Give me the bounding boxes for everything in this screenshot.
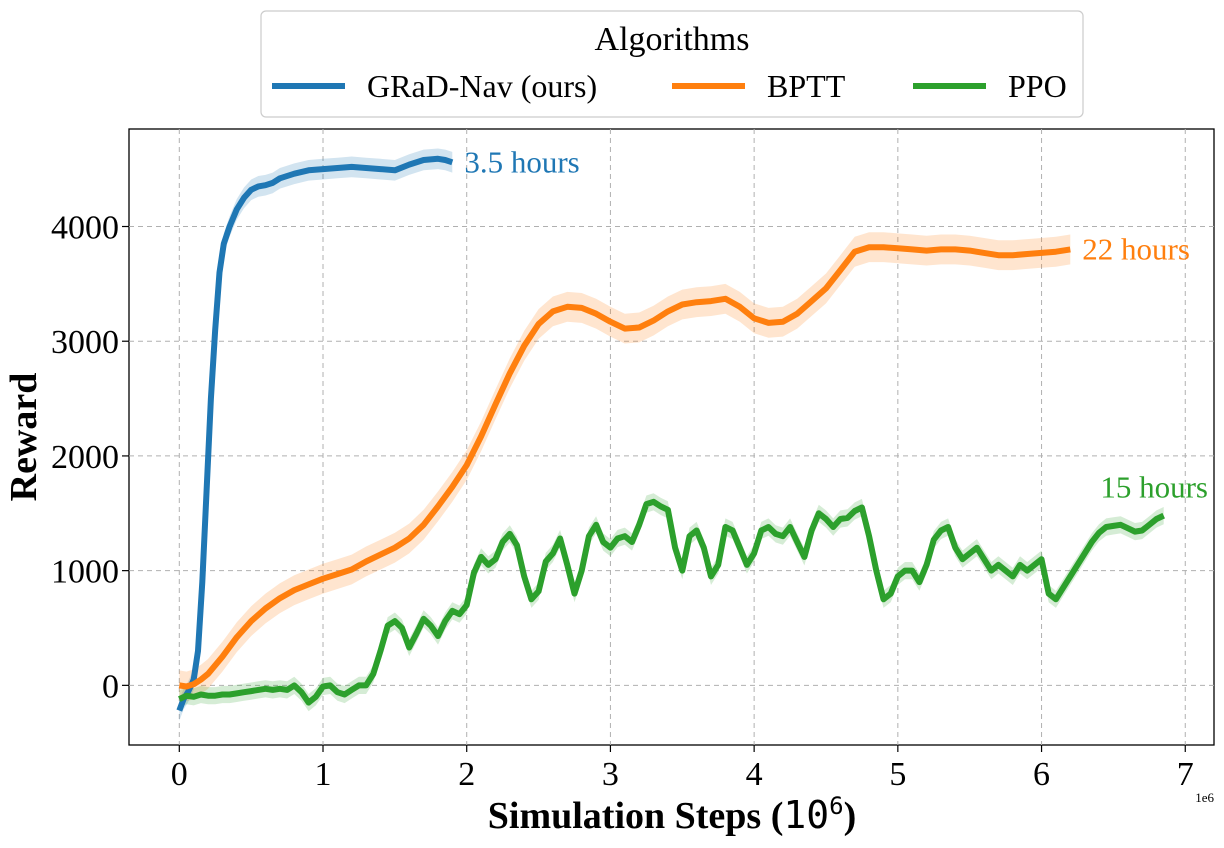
bptt-confidence-band	[179, 232, 1071, 702]
ppo-duration-annotation: 15 hours	[1100, 470, 1208, 505]
legend-items: GRaD-Nav (ours) BPTT PPO	[272, 68, 1067, 104]
grid-lines	[129, 129, 1214, 745]
legend-box	[260, 10, 1084, 118]
legend: Algorithms GRaD-Nav (ours) BPTT PPO	[260, 10, 1084, 118]
plot-area-frame	[128, 128, 1215, 746]
x-axis-offset-label: 1e6	[1195, 790, 1214, 805]
series-lines	[176, 155, 1165, 712]
series-annotations: 3.5 hours 22 hours 15 hours	[464, 144, 1208, 504]
legend-label-bptt: BPTT	[767, 68, 846, 104]
confidence-bands	[179, 148, 1164, 721]
x-tick-label: 2	[458, 756, 475, 793]
legend-label-grad-nav-ours: GRaD-Nav (ours)	[367, 68, 597, 104]
bptt-duration-annotation: 22 hours	[1082, 231, 1190, 266]
x-tick-label: 4	[746, 756, 763, 793]
grad-nav-ours-line	[176, 155, 454, 712]
ppo-line	[178, 498, 1165, 706]
grad-nav-ours-duration-annotation: 3.5 hours	[464, 144, 579, 179]
y-tick-label: 3000	[51, 324, 119, 361]
y-axis-title: Reward	[3, 373, 45, 502]
y-axis-ticks: 0 1000 2000 3000 4000	[51, 210, 129, 705]
x-tick-label: 1	[315, 756, 332, 793]
x-tick-label: 7	[1177, 756, 1194, 793]
x-tick-label: 5	[889, 756, 906, 793]
y-tick-label: 0	[102, 668, 119, 705]
y-tick-label: 4000	[51, 210, 119, 247]
x-axis-title: Simulation Steps (106)	[488, 792, 857, 837]
legend-title: Algorithms	[595, 21, 750, 58]
bptt-line	[178, 244, 1071, 690]
x-tick-label: 6	[1033, 756, 1050, 793]
x-tick-label: 0	[171, 756, 188, 793]
x-axis-ticks: 0 1 2 3 4 5 6 7	[171, 745, 1194, 793]
y-tick-label: 1000	[51, 554, 119, 591]
x-tick-label: 3	[602, 756, 619, 793]
y-tick-label: 2000	[51, 439, 119, 476]
legend-label-ppo: PPO	[1008, 68, 1067, 104]
